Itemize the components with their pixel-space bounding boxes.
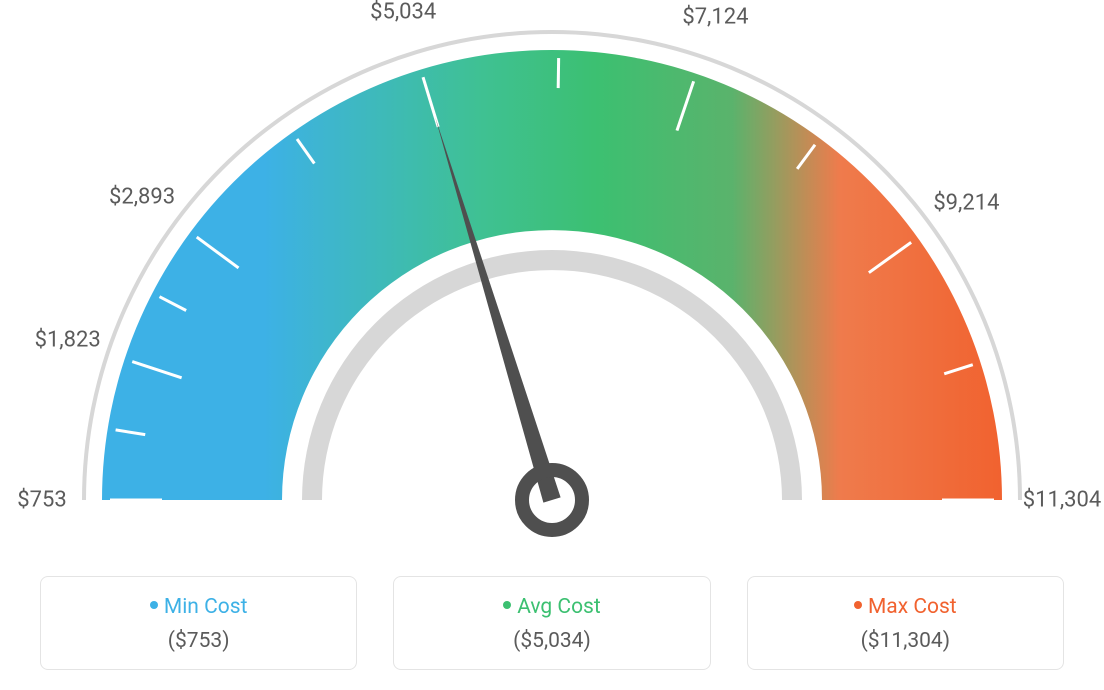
legend-label: Min Cost (164, 595, 248, 619)
gauge-tick-label: $7,124 (682, 4, 748, 29)
gauge-tick-label: $1,823 (35, 328, 101, 353)
legend-title: Min Cost (51, 595, 346, 619)
legend-card: Min Cost ($753) (40, 576, 357, 670)
legend-dot-icon (150, 601, 158, 609)
gauge-tick-label: $753 (17, 488, 66, 513)
legend-title: Max Cost (758, 595, 1053, 619)
legend-card: Avg Cost ($5,034) (393, 576, 710, 670)
gauge-container: $753 $1,823 $2,893 $5,034 $7,124 $9,214 $11,30… (0, 0, 1104, 570)
legend-label: Avg Cost (517, 595, 601, 619)
legend-label: Max Cost (868, 595, 957, 619)
gauge-tick-label: $11,304 (1023, 488, 1102, 513)
legend-dot-icon (854, 601, 862, 609)
legend-value: ($5,034) (404, 629, 699, 653)
legend-value: ($11,304) (758, 629, 1053, 653)
gauge-svg (0, 0, 1104, 570)
legend-value: ($753) (51, 629, 346, 653)
gauge-tick-label: $9,214 (933, 190, 999, 215)
gauge-color-band (102, 50, 1002, 500)
legend-dot-icon (503, 601, 511, 609)
gauge-tick-label: $2,893 (109, 184, 175, 209)
legend-row: Min Cost ($753) Avg Cost ($5,034) Max Cost ($… (0, 576, 1104, 670)
legend-card: Max Cost ($11,304) (747, 576, 1064, 670)
gauge-tick-label: $5,034 (370, 0, 436, 25)
legend-title: Avg Cost (404, 595, 699, 619)
